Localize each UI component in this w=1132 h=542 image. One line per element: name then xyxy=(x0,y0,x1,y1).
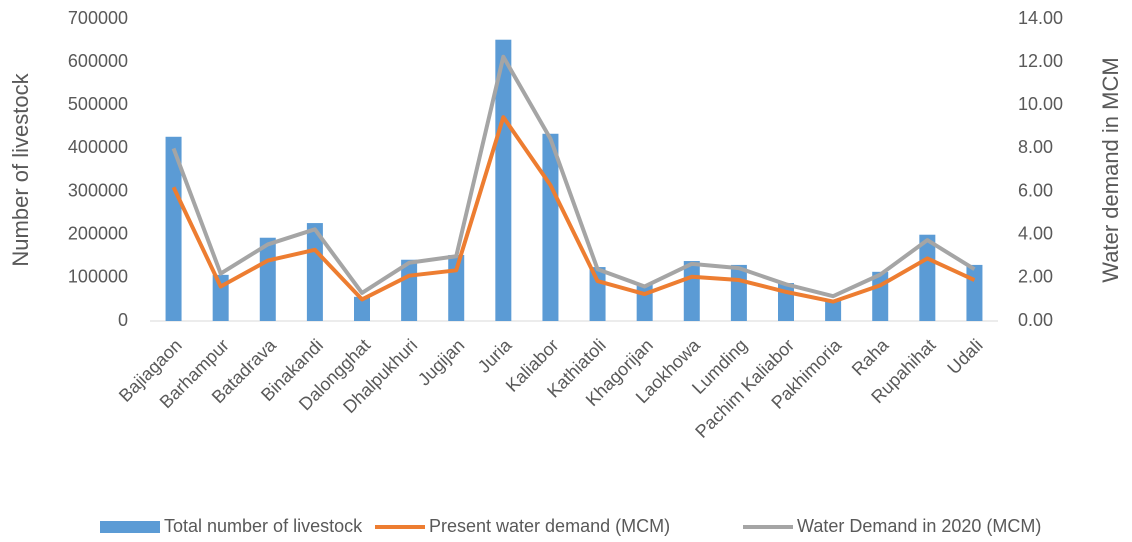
y-tick-label: 0 xyxy=(118,310,128,330)
bar xyxy=(683,261,700,321)
y-axis-title: Number of livestock xyxy=(8,72,33,266)
bar xyxy=(730,264,747,321)
y2-axis-title: Water demand in MCM xyxy=(1098,57,1123,282)
y-tick-label: 600000 xyxy=(68,51,128,71)
y-tick-label: 100000 xyxy=(68,267,128,287)
y2-tick-label: 4.00 xyxy=(1018,223,1053,243)
bar xyxy=(306,223,323,321)
line-series xyxy=(171,115,976,304)
bar xyxy=(919,234,936,321)
y-tick-label: 300000 xyxy=(68,180,128,200)
bar xyxy=(542,133,559,321)
y2-tick-label: 14.00 xyxy=(1018,8,1063,28)
bar xyxy=(495,39,512,322)
y-tick-label: 200000 xyxy=(68,223,128,243)
x-tick-label: Jugijan xyxy=(414,335,468,389)
y2-tick-label: 10.00 xyxy=(1018,94,1063,114)
y-tick-label: 700000 xyxy=(68,8,128,28)
bar xyxy=(401,259,418,321)
bar xyxy=(825,299,842,321)
legend-label: Total number of livestock xyxy=(164,516,363,536)
bar xyxy=(165,136,182,321)
legend-label: Present water demand (MCM) xyxy=(429,516,670,536)
bar xyxy=(354,296,370,321)
y2-tick-label: 6.00 xyxy=(1018,180,1053,200)
y2-tick-label: 12.00 xyxy=(1018,51,1063,71)
bar xyxy=(589,267,606,321)
y-tick-label: 400000 xyxy=(68,137,128,157)
y2-tick-label: 2.00 xyxy=(1018,267,1053,287)
x-tick-label: Udali xyxy=(943,335,986,378)
x-tick-label: Juria xyxy=(474,334,516,376)
y2-tick-label: 8.00 xyxy=(1018,137,1053,157)
bar xyxy=(966,264,983,321)
line-series xyxy=(171,54,976,299)
y-tick-label: 500000 xyxy=(68,94,128,114)
legend-label: Water Demand in 2020 (MCM) xyxy=(797,516,1041,536)
y2-tick-label: 0.00 xyxy=(1018,310,1053,330)
legend-swatch xyxy=(100,521,160,533)
